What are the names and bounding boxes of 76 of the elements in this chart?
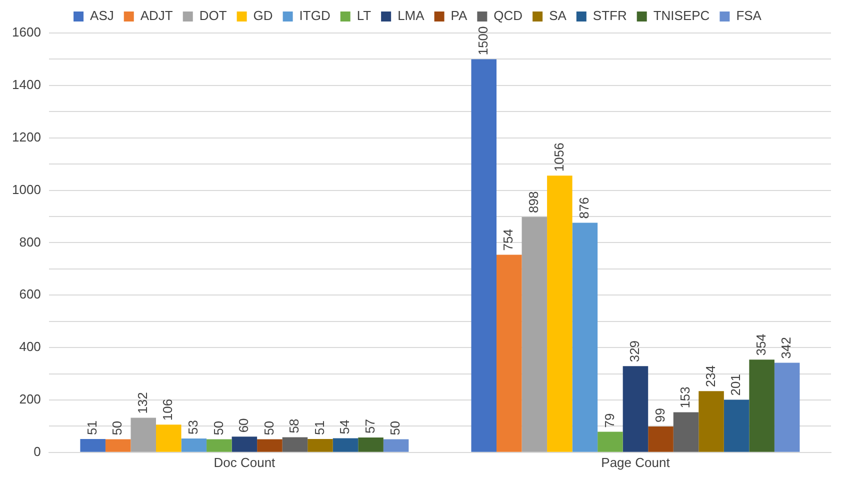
y-tick-label: 0 [34, 444, 41, 459]
data-label: 57 [362, 418, 378, 434]
data-label: 153 [678, 386, 693, 408]
bar [206, 439, 232, 452]
x-tick-label: Page Count [601, 454, 670, 470]
legend-label: ASJ [90, 8, 114, 24]
bar [282, 437, 308, 452]
data-label: 50 [110, 420, 125, 436]
bar [698, 391, 724, 452]
y-tick-label: 1400 [12, 77, 41, 92]
bar [130, 418, 156, 452]
legend-label: SA [549, 8, 567, 24]
data-label: 53 [185, 420, 200, 435]
data-label: 51 [312, 420, 327, 436]
data-label: 754 [500, 229, 516, 251]
legend-label: DOT [199, 8, 227, 24]
legend-label: ITGD [299, 8, 330, 24]
data-label: 201 [728, 374, 744, 396]
legend-label: GD [253, 8, 273, 24]
data-label: 54 [337, 420, 352, 434]
bar [496, 254, 522, 452]
data-label: 50 [210, 420, 226, 436]
bar [471, 59, 497, 452]
legend-label: QCD [494, 8, 523, 24]
data-label: 354 [753, 334, 768, 356]
bar [383, 439, 409, 452]
legend-label: STFR [592, 8, 627, 24]
data-label: 1056 [551, 142, 566, 172]
y-tick-label: 600 [19, 286, 41, 302]
data-label: 132 [134, 392, 150, 414]
legend-label: LMA [398, 8, 425, 24]
bar [648, 426, 674, 452]
bar [257, 439, 282, 452]
data-label: 329 [627, 340, 642, 362]
x-tick-label: Doc Count [214, 454, 276, 470]
data-label: 60 [236, 418, 252, 433]
bar [547, 176, 572, 452]
bar [232, 436, 258, 452]
y-tick-label: 1600 [12, 24, 41, 40]
bar [105, 439, 131, 452]
data-label: 1500 [475, 26, 490, 56]
data-label: 58 [286, 418, 302, 434]
bar [156, 424, 182, 452]
y-tick-label: 1000 [12, 182, 41, 197]
data-label: 79 [602, 413, 617, 428]
y-tick-label: 800 [19, 234, 41, 250]
bar [749, 360, 774, 452]
bar [724, 400, 750, 452]
y-tick-label: 200 [19, 392, 41, 407]
bar [522, 217, 548, 452]
y-tick-label: 400 [19, 339, 41, 354]
bar [774, 362, 800, 452]
legend-label: ADJT [140, 8, 173, 24]
data-label: 99 [652, 408, 668, 422]
data-label: 342 [778, 337, 794, 359]
legend-label: FSA [736, 8, 762, 24]
data-label: 234 [702, 365, 718, 388]
legend-label: LT [356, 8, 372, 24]
data-label: 50 [261, 420, 276, 436]
data-label: 51 [84, 420, 100, 436]
data-label: 898 [526, 191, 541, 214]
bar [181, 438, 207, 452]
bar [308, 439, 333, 452]
bar [80, 439, 106, 452]
bar [572, 222, 598, 452]
y-tick-label: 1200 [12, 129, 41, 144]
data-label: 106 [160, 398, 176, 421]
bar [358, 437, 384, 452]
bar [673, 412, 699, 452]
bar [598, 432, 623, 452]
bar [622, 366, 648, 452]
data-label: 50 [388, 420, 403, 436]
data-label: 876 [576, 197, 592, 219]
legend-label: TNISEPC [653, 8, 710, 24]
legend-label: PA [450, 8, 468, 24]
bar [332, 438, 358, 452]
